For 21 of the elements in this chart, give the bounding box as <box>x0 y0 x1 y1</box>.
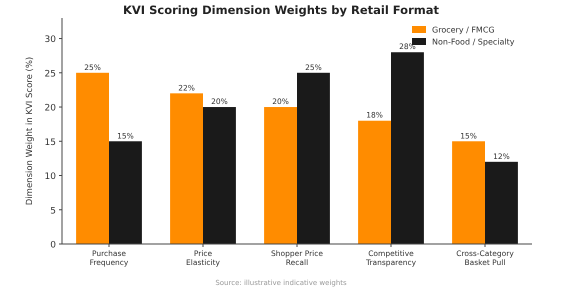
y-tick-label: 20 <box>44 104 56 114</box>
y-tick-label: 25 <box>44 69 56 80</box>
legend-label: Grocery / FMCG <box>432 26 495 34</box>
y-tick-label: 10 <box>44 172 56 182</box>
bar <box>358 120 391 244</box>
legend-label: Non-Food / Specialty <box>432 38 515 46</box>
bar <box>76 72 109 244</box>
bar <box>391 52 424 244</box>
y-tick-label: 30 <box>44 35 56 46</box>
bar <box>297 72 330 244</box>
bar <box>264 107 297 244</box>
bar <box>485 162 518 244</box>
bar <box>452 141 485 244</box>
chart-title: KVI Scoring Dimension Weights by Retail Format <box>123 3 440 17</box>
y-tick-label: 5 <box>50 206 56 216</box>
bar <box>170 93 203 244</box>
y-tick-label: 0 <box>50 240 56 250</box>
bar <box>203 107 236 244</box>
y-tick-label: 15 <box>44 138 56 148</box>
bar <box>109 141 142 244</box>
y-axis-title: Dimension Weight in KVI Score (%) <box>25 56 35 206</box>
